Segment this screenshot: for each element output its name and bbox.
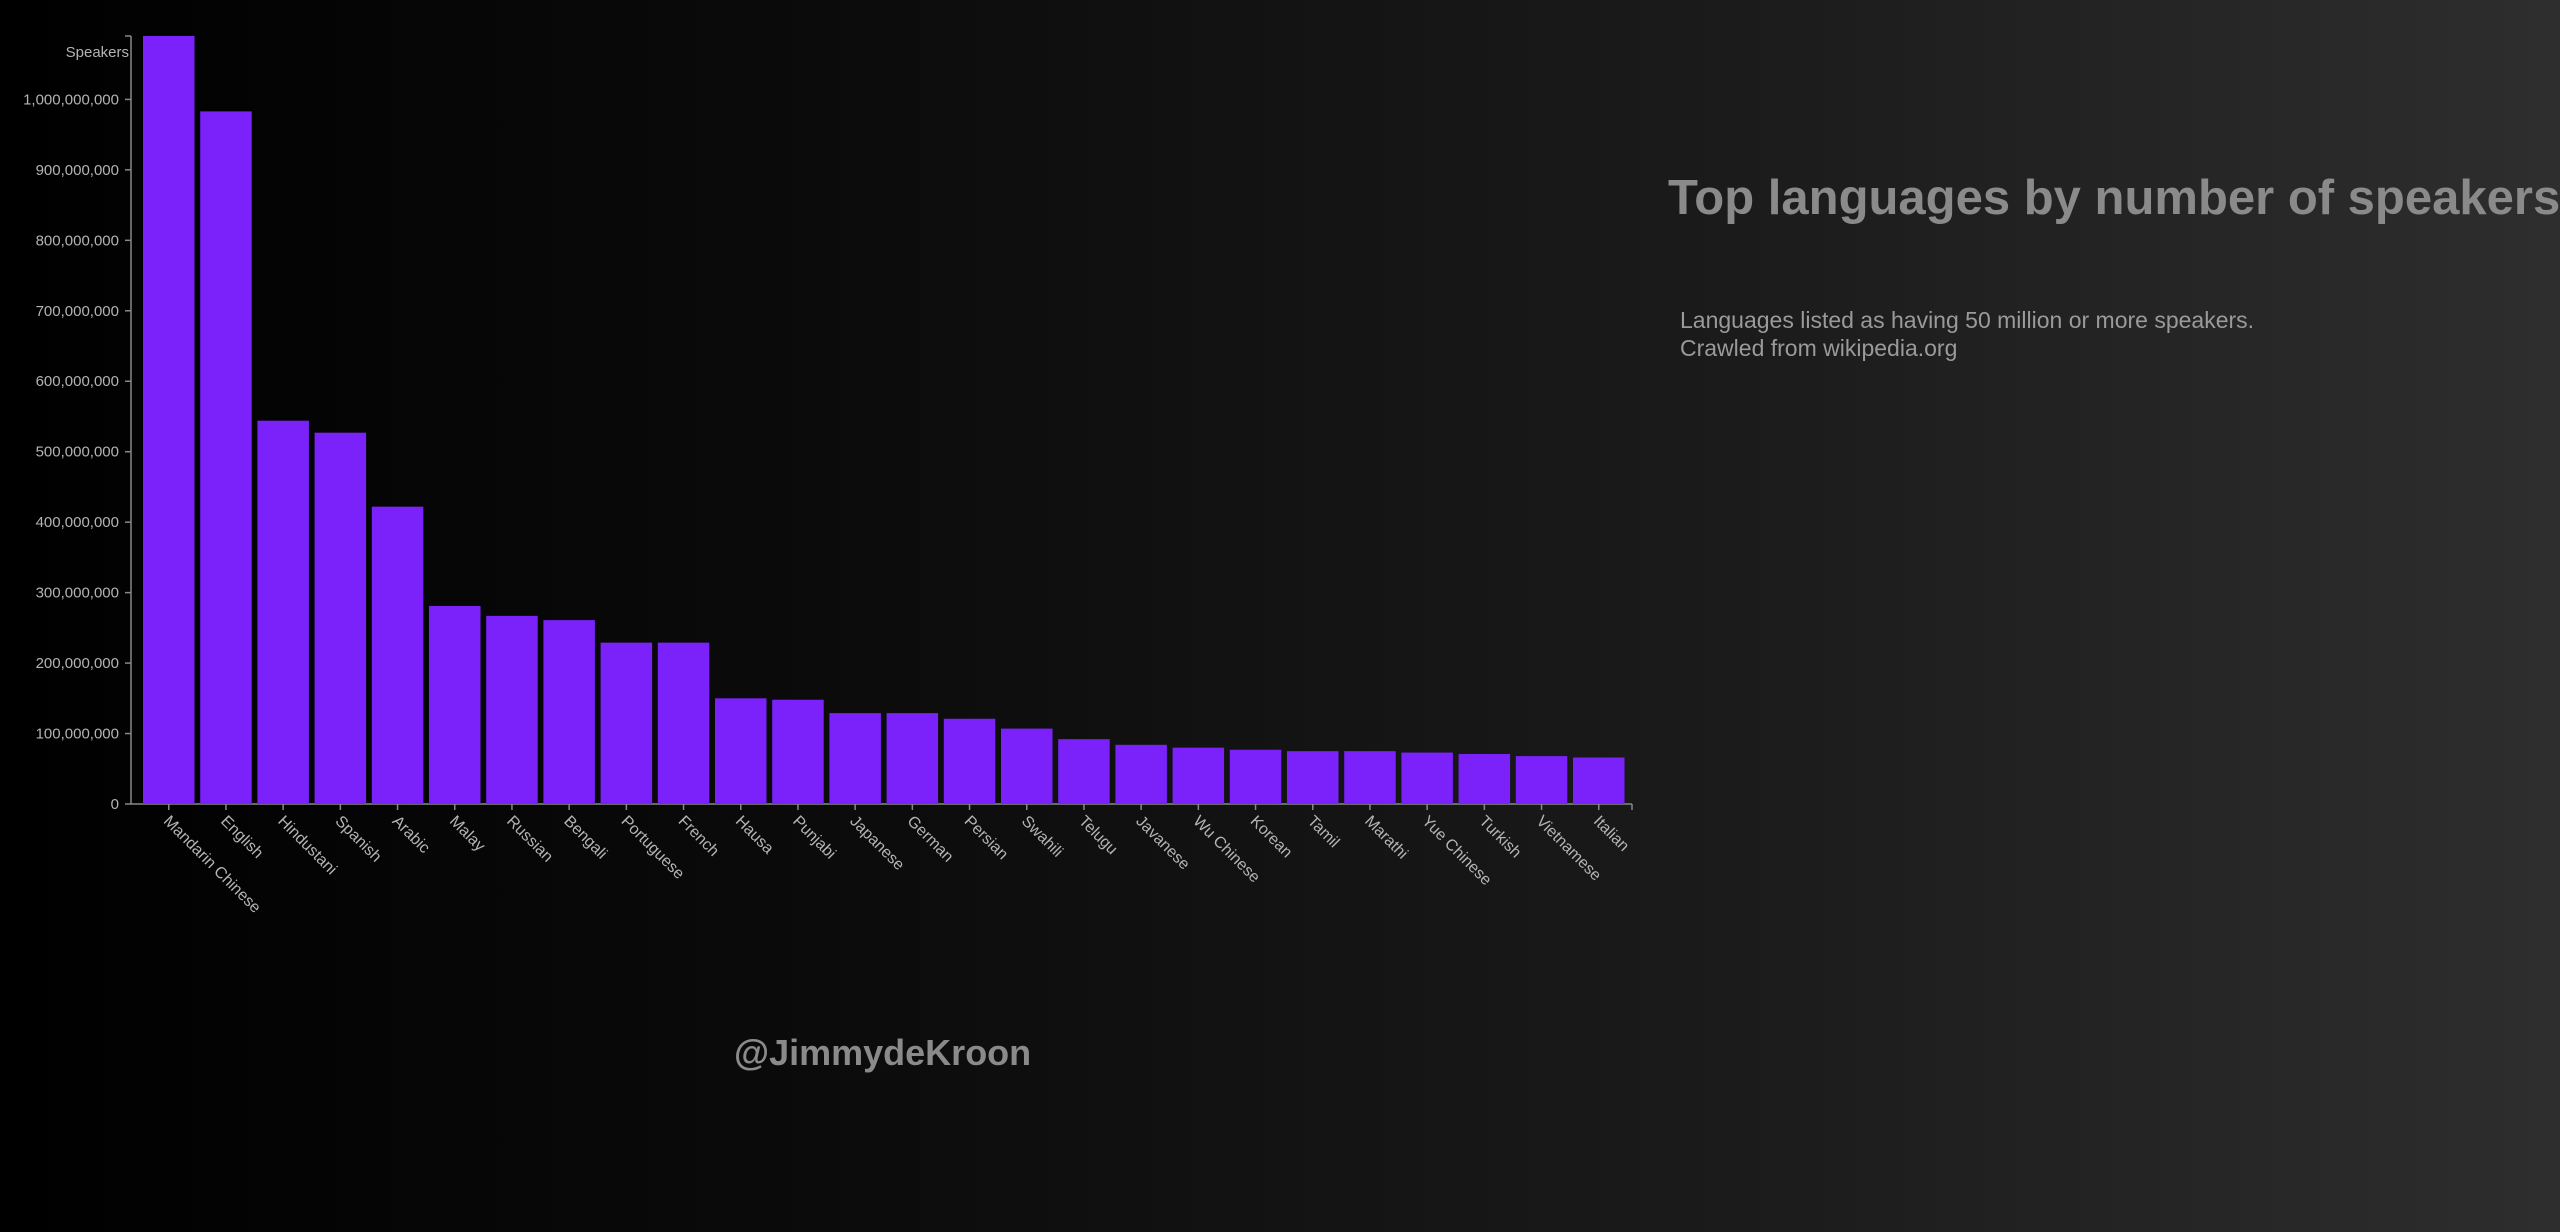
chart-title: Top languages by number of speakers — [1668, 171, 2560, 225]
bar — [1287, 751, 1339, 804]
bar — [1344, 751, 1396, 804]
x-tick-label: Persian — [961, 813, 1011, 863]
bar — [772, 699, 824, 804]
x-tick-label: French — [675, 813, 722, 860]
subtitle-line-1: Languages listed as having 50 million or… — [1680, 307, 2255, 333]
y-tick-label: 600,000,000 — [36, 373, 119, 390]
y-tick-label: 900,000,000 — [36, 162, 119, 179]
bar — [1458, 753, 1511, 804]
bar — [1401, 752, 1453, 804]
bar — [200, 111, 252, 805]
bar — [1229, 749, 1282, 804]
x-tick-label: English — [217, 813, 266, 862]
x-tick-label: Malay — [446, 813, 488, 855]
x-tick-label: Italian — [1590, 813, 1632, 855]
bar — [543, 620, 595, 804]
y-tick-label: 200,000,000 — [36, 655, 119, 672]
x-tick-label: Turkish — [1476, 813, 1525, 862]
y-tick-label: 400,000,000 — [36, 514, 119, 531]
y-tick-label: 700,000,000 — [36, 303, 119, 320]
x-tick-label: Mandarin Chinese — [160, 813, 264, 917]
x-tick-label: Spanish — [332, 813, 385, 866]
x-tick-label: Hausa — [732, 813, 777, 858]
bar — [886, 713, 939, 804]
y-tick-label: 500,000,000 — [36, 444, 119, 461]
bar — [1515, 756, 1568, 804]
x-tick-label: Hindustani — [274, 813, 339, 878]
chart-subtitle: Languages listed as having 50 million or… — [1680, 306, 2254, 362]
subtitle-line-2: Crawled from wikipedia.org — [1680, 335, 1958, 361]
y-tick-label: 300,000,000 — [36, 585, 119, 602]
x-tick-label: Tamil — [1304, 813, 1342, 851]
x-tick-label: Japanese — [846, 813, 907, 874]
bar — [1001, 728, 1053, 804]
bar — [371, 506, 424, 804]
y-tick-label: 800,000,000 — [36, 232, 119, 249]
bar — [943, 718, 996, 804]
bar — [1573, 757, 1625, 804]
y-axis: 0 100,000,000 200,000,000 300,000,000 400,00… — [23, 35, 132, 813]
x-tick-label: Bengali — [560, 813, 610, 863]
bar — [1058, 739, 1110, 804]
author-credit: @JimmydeKroon — [734, 1032, 1032, 1073]
x-tick-label: Telugu — [1075, 813, 1120, 858]
x-tick-label: Marathi — [1361, 813, 1411, 863]
y-tick-label: 100,000,000 — [36, 726, 119, 743]
x-tick-label: Russian — [503, 813, 556, 866]
bar — [829, 713, 881, 804]
x-tick-label: Swahili — [1018, 813, 1066, 861]
x-tick-label: Korean — [1247, 813, 1296, 862]
x-tick-label: Javanese — [1132, 813, 1193, 874]
x-tick-label: German — [904, 813, 957, 866]
bar — [600, 642, 653, 804]
bar — [486, 615, 538, 804]
bar — [257, 420, 309, 804]
y-tick-label: 1,000,000,000 — [23, 91, 119, 108]
bar-chart: 0 100,000,000 200,000,000 300,000,000 400,00… — [23, 35, 1633, 917]
bar — [143, 36, 195, 804]
bar — [429, 606, 481, 804]
bar — [1172, 747, 1225, 804]
bar — [1115, 744, 1167, 804]
x-tick-label: Arabic — [389, 813, 433, 857]
bar — [314, 432, 367, 804]
bar — [657, 642, 710, 804]
bars — [143, 36, 1625, 805]
y-tick-label: 0 — [111, 796, 119, 813]
y-axis-label: Speakers — [66, 44, 129, 61]
bar — [715, 698, 767, 804]
x-tick-label: Punjabi — [789, 813, 839, 863]
